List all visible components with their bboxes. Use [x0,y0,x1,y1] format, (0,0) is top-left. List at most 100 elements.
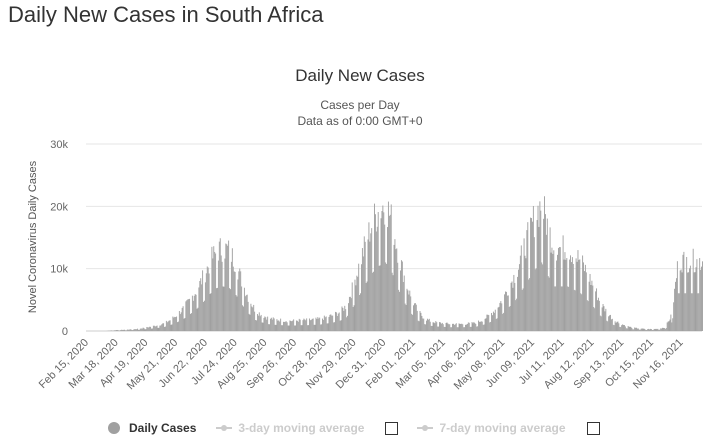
bar [672,318,674,331]
bar [637,328,639,331]
7-day-average-checkbox[interactable] [586,421,600,435]
bar [144,329,146,331]
bar [295,320,297,331]
bar [412,314,414,331]
bar [538,226,540,331]
bar [180,312,182,331]
bar [264,316,266,331]
bar [657,328,659,331]
bar [636,327,637,331]
bar [450,327,452,331]
bar [413,303,415,331]
bar [118,330,120,331]
bar [466,323,468,331]
bar [555,286,557,331]
bar [314,324,316,331]
bar [348,303,349,331]
bar [330,314,332,331]
bar [230,289,231,331]
bar [323,315,325,331]
bar [624,326,626,331]
bar [382,205,384,331]
bar [163,323,165,331]
bar [340,320,342,331]
bar [308,325,309,331]
y-tick-label: 20k [50,201,68,213]
bar [342,307,344,331]
bar [406,288,408,331]
bar [671,322,673,331]
bar [147,327,149,331]
3-day-average-checkbox[interactable] [385,421,399,435]
bar [424,324,426,331]
bar [476,326,478,331]
bar [629,326,631,331]
legend-item-daily-cases[interactable]: Daily Cases [108,421,196,435]
bar [466,324,467,331]
bar [506,295,508,331]
bar [198,287,200,331]
bar [625,328,627,331]
bar [490,321,492,331]
bar [618,323,620,331]
bar [121,329,123,331]
bar [540,210,542,331]
bar [426,320,427,331]
bar [294,325,296,331]
bar [449,324,451,331]
bar [290,320,292,331]
bar [233,271,235,331]
bar [541,262,543,331]
bar [288,325,290,331]
bar [418,321,420,331]
bar [542,264,544,331]
bar [120,329,122,331]
bar [457,327,459,331]
bar [668,321,670,331]
bar [151,328,153,331]
bar [438,326,440,331]
bar [410,296,412,331]
legend-item-3-day-average[interactable]: 3-day moving average [216,421,364,435]
bar [298,318,300,331]
bar [408,294,410,331]
bar [447,323,449,331]
y-tick-label: 0 [62,326,68,338]
bar [648,328,650,331]
bar [373,271,375,331]
bar [384,224,386,331]
bar [443,326,445,331]
bar [209,293,211,331]
legend-label: Daily Cases [129,421,197,435]
bar [356,275,358,331]
bar [407,290,409,331]
chart-title: Daily New Cases [295,66,424,85]
bar [663,328,665,331]
bar [502,313,504,331]
bar [588,281,590,331]
legend-item-7-day-average[interactable]: 7-day moving average [417,421,566,435]
bar [174,316,176,331]
bar [197,307,199,331]
bar [213,246,215,331]
bar [135,329,137,331]
bar [632,329,634,331]
bar [633,329,635,331]
bar [441,322,443,331]
bar [491,312,493,331]
bar [324,317,326,331]
bar [365,283,367,331]
bar [182,306,184,331]
bar [300,325,302,331]
bar [315,317,317,331]
bar [667,321,669,331]
bar [399,291,401,331]
bar [366,281,368,331]
bar [370,233,372,331]
bar [362,256,364,331]
bar [359,295,361,331]
bar [553,250,555,331]
bar [358,263,360,331]
